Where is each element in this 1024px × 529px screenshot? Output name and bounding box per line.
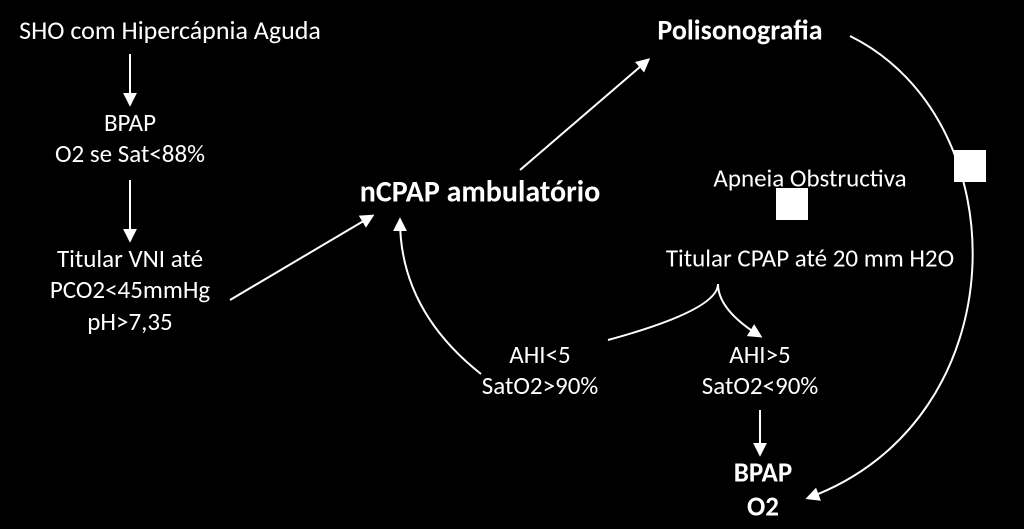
node-bpap1: BPAP O2 se Sat<88% <box>55 107 205 170</box>
node-apneia: Apneia Obstructiva <box>713 162 906 193</box>
node-ahi-gt5: AHI>5 SatO2<90% <box>702 339 819 402</box>
flowchart-stage: SHO com Hipercápnia Aguda BPAP O2 se Sat… <box>0 0 1024 529</box>
node-titcpap: Titular CPAP até 20 mm H2O <box>666 242 954 273</box>
node-ncpap: nCPAP ambulatório <box>360 173 601 211</box>
node-bpap2: BPAP O2 <box>734 456 792 524</box>
node-ahi-lt5: AHI<5 SatO2>90% <box>482 339 599 402</box>
white-square-marker <box>954 150 986 182</box>
node-poliso: Polisonografia <box>657 13 822 48</box>
node-vni: Titular VNI até PCO2<45mmHg pH>7,35 <box>50 243 210 337</box>
node-sho: SHO com Hipercápnia Aguda <box>19 14 321 47</box>
white-square-marker <box>776 188 808 220</box>
